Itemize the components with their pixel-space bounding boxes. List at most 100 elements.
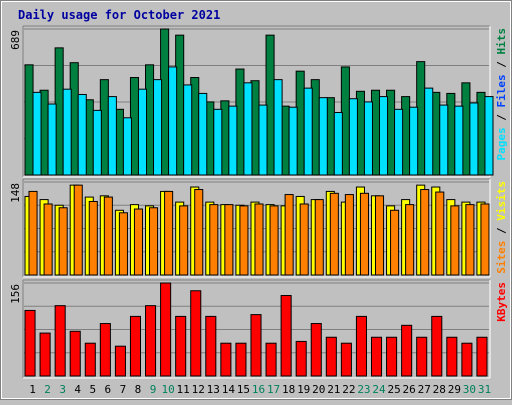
bar-sites-day-30 xyxy=(465,204,475,276)
bar-pages-day-15 xyxy=(243,82,253,176)
bar-kbytes-day-24 xyxy=(370,336,383,377)
bar-kbytes-day-16 xyxy=(250,314,262,377)
bar-sites-day-2 xyxy=(43,203,53,276)
bar-sites-day-10 xyxy=(164,190,174,276)
chart-panels: 689 Pages / Files / Hits 148 Sites / Visits… xyxy=(9,25,508,379)
bar-kbytes-day-1 xyxy=(24,309,36,377)
bar-kbytes-day-18 xyxy=(280,295,292,377)
bar-sites-day-27 xyxy=(420,189,430,276)
bar-pages-day-10 xyxy=(168,66,178,176)
bar-kbytes-day-11 xyxy=(175,315,187,377)
x-tick-label: 9 xyxy=(150,383,157,396)
bar-kbytes-day-13 xyxy=(205,315,217,377)
legend-entry: / xyxy=(495,55,508,75)
bar-sites-day-24 xyxy=(374,195,385,276)
bar-kbytes-day-23 xyxy=(355,315,367,377)
y-max-label: 689 xyxy=(9,30,22,50)
bar-kbytes-day-15 xyxy=(235,342,247,377)
bar-pages-day-8 xyxy=(137,88,148,176)
bar-hits-day-1 xyxy=(24,64,34,176)
bar-pages-day-1 xyxy=(32,91,42,176)
bar-sites-day-13 xyxy=(209,204,219,276)
bar-pages-day-6 xyxy=(107,96,117,176)
bar-kbytes-day-28 xyxy=(431,315,443,377)
bar-pages-day-17 xyxy=(273,79,283,176)
bar-sites-day-4 xyxy=(73,184,83,276)
bar-pages-day-22 xyxy=(348,98,358,176)
bar-pages-day-19 xyxy=(303,87,313,176)
x-tick-label: 12 xyxy=(192,383,205,396)
x-tick-label: 10 xyxy=(161,383,174,396)
bar-kbytes-day-9 xyxy=(145,305,157,377)
bar-pages-day-9 xyxy=(153,79,163,176)
x-tick-label: 8 xyxy=(135,383,142,396)
bar-sites-day-3 xyxy=(58,207,68,276)
bar-pages-day-4 xyxy=(77,93,87,176)
bar-pages-day-16 xyxy=(258,104,268,176)
bar-pages-day-27 xyxy=(424,87,434,176)
bar-kbytes-day-17 xyxy=(265,342,277,377)
bar-kbytes-day-4 xyxy=(69,330,81,377)
bar-kbytes-day-14 xyxy=(220,342,232,377)
x-tick-label: 3 xyxy=(59,383,66,396)
panel-visits-sites: 148 Sites / Visits xyxy=(9,178,508,278)
bar-kbytes-day-2 xyxy=(39,332,51,377)
x-tick-label: 5 xyxy=(89,383,96,396)
chart-title: Daily usage for October 2021 xyxy=(18,8,220,22)
bar-kbytes-day-27 xyxy=(416,336,428,377)
bar-sites-day-8 xyxy=(133,208,144,276)
bar-pages-day-20 xyxy=(318,97,328,176)
panel-kbytes: 156 KBytes xyxy=(9,279,508,379)
y-max-label: 156 xyxy=(9,284,22,304)
bar-kbytes-day-5 xyxy=(84,342,96,377)
bar-pages-day-18 xyxy=(288,106,298,176)
series-pages xyxy=(32,66,494,176)
x-tick-label: 2 xyxy=(44,383,51,396)
x-tick-label: 27 xyxy=(418,383,431,396)
legend-entry: Pages xyxy=(495,127,508,160)
bar-sites-day-5 xyxy=(88,200,98,276)
bar-kbytes-day-3 xyxy=(54,305,66,377)
panel-hits-files-pages: 689 Pages / Files / Hits xyxy=(9,25,508,178)
bar-kbytes-day-26 xyxy=(401,324,413,377)
bar-pages-day-29 xyxy=(454,105,464,176)
bar-sites-day-23 xyxy=(359,192,369,276)
series-sites xyxy=(28,184,490,276)
outer-highlight xyxy=(1,1,511,399)
x-axis-labels: 1 2 3 4 5 6 7 8 9 10 11 12 13 14 15 16 17 18 19 20 21 22 23 24 2… xyxy=(29,383,491,396)
bar-sites-day-31 xyxy=(480,203,490,276)
legend-entry: Files xyxy=(495,74,508,107)
x-tick-label: 25 xyxy=(387,383,400,396)
x-tick-label: 28 xyxy=(433,383,446,396)
bar-sites-day-19 xyxy=(299,203,309,276)
bar-kbytes-day-12 xyxy=(190,290,202,377)
bar-sites-day-15 xyxy=(239,205,249,276)
bar-kbytes-day-20 xyxy=(310,323,322,377)
bar-sites-day-25 xyxy=(390,209,400,276)
x-tick-label: 31 xyxy=(478,383,491,396)
bar-pages-day-5 xyxy=(92,109,102,176)
bar-kbytes-day-19 xyxy=(295,340,307,377)
bar-pages-day-3 xyxy=(62,88,72,176)
x-tick-label: 14 xyxy=(222,383,236,396)
bar-sites-day-1 xyxy=(28,190,38,276)
bar-kbytes-day-29 xyxy=(446,336,458,377)
bar-sites-day-12 xyxy=(194,189,204,276)
bar-kbytes-day-10 xyxy=(160,282,172,377)
bar-sites-day-28 xyxy=(435,191,445,276)
legend-entry: Hits xyxy=(495,28,508,55)
bar-pages-day-11 xyxy=(183,84,193,176)
bar-sites-day-14 xyxy=(224,204,234,276)
x-tick-label: 16 xyxy=(252,383,265,396)
bar-sites-day-22 xyxy=(344,194,354,276)
x-tick-label: 17 xyxy=(267,383,280,396)
x-tick-label: 29 xyxy=(448,383,461,396)
bar-kbytes-day-30 xyxy=(461,342,473,377)
bar-kbytes-day-7 xyxy=(114,345,126,377)
bar-pages-day-23 xyxy=(363,101,373,176)
x-tick-label: 26 xyxy=(403,383,416,396)
x-tick-label: 1 xyxy=(29,383,36,396)
bar-sites-day-29 xyxy=(450,205,460,276)
bar-kbytes-day-22 xyxy=(340,342,352,377)
